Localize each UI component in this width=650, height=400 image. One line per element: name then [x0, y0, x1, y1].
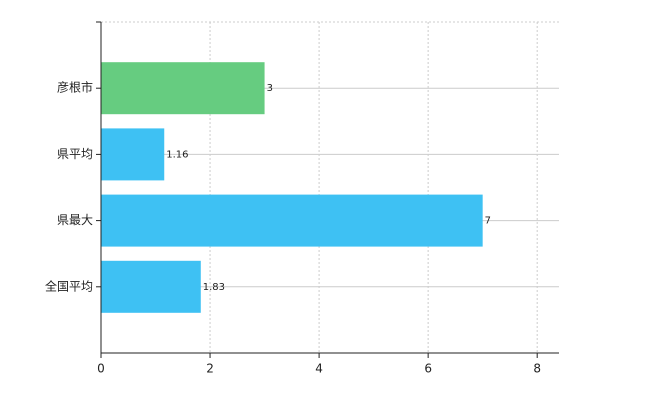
bar [101, 128, 165, 181]
y-tick-label: 県平均 [57, 147, 93, 161]
x-tick-label: 2 [206, 362, 214, 376]
bar [101, 260, 201, 313]
x-tick-label: 8 [533, 362, 541, 376]
value-label: 3 [267, 83, 273, 94]
x-tick-label: 0 [97, 362, 105, 376]
value-label: 7 [485, 216, 491, 227]
x-tick-label: 4 [315, 362, 323, 376]
y-tick-label: 県最大 [57, 213, 93, 227]
value-label: 1.83 [203, 282, 225, 293]
bar [101, 194, 483, 247]
y-tick-label: 彦根市 [57, 80, 93, 95]
value-label: 1.16 [166, 149, 188, 160]
x-tick-label: 6 [424, 362, 432, 376]
bar [101, 62, 265, 115]
y-tick-label: 全国平均 [45, 278, 93, 293]
